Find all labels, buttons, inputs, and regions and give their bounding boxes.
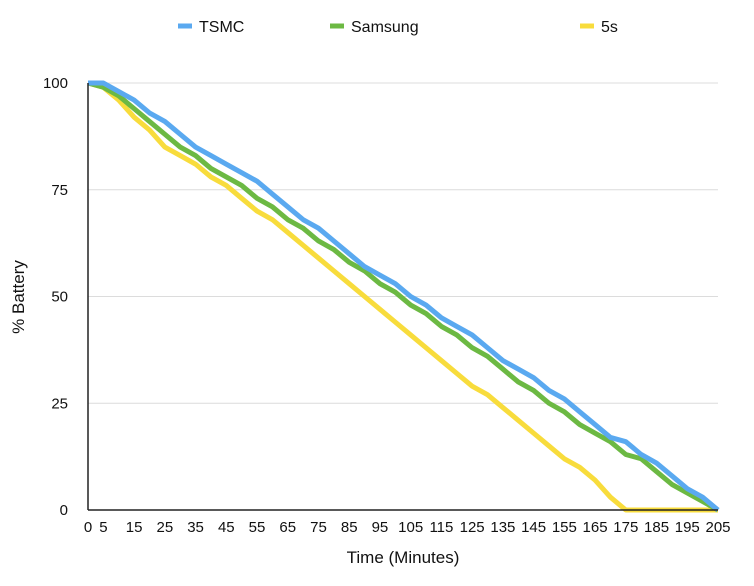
x-tick-label: 155 xyxy=(552,519,577,536)
x-tick-label: 175 xyxy=(613,519,638,536)
x-tick-label: 25 xyxy=(156,519,173,536)
x-tick-label: 95 xyxy=(372,519,389,536)
y-tick-label: 50 xyxy=(51,289,68,306)
x-tick-labels: 0 5 15 25 35 45 55 65 75 85 95 105 115 125 135 145 155 16… xyxy=(84,519,731,536)
y-axis-label: % Battery xyxy=(9,260,28,334)
x-tick-label: 75 xyxy=(310,519,327,536)
legend-label: TSMC xyxy=(199,19,244,36)
legend-label: Samsung xyxy=(351,19,419,36)
series-line-5s xyxy=(87,80,718,513)
x-tick-label: 125 xyxy=(460,519,485,536)
x-tick-label: 45 xyxy=(218,519,235,536)
series-lines xyxy=(87,80,720,513)
x-tick-label: 205 xyxy=(705,519,730,536)
legend-label: 5s xyxy=(601,19,618,36)
x-tick-label: 5 xyxy=(99,519,107,536)
x-tick-label: 105 xyxy=(398,519,423,536)
x-tick-label: 145 xyxy=(521,519,546,536)
x-tick-label: 35 xyxy=(187,519,204,536)
x-tick-label: 185 xyxy=(644,519,669,536)
y-tick-label: 25 xyxy=(51,395,68,412)
series-line-tsmc xyxy=(88,80,720,512)
x-tick-label: 195 xyxy=(675,519,700,536)
series-line-samsung xyxy=(87,80,720,513)
legend: TSMC Samsung 5s xyxy=(178,19,618,36)
x-tick-label: 165 xyxy=(583,519,608,536)
y-tick-label: 100 xyxy=(43,75,68,92)
x-tick-label: 15 xyxy=(126,519,143,536)
gridlines xyxy=(88,82,718,404)
x-tick-label: 55 xyxy=(249,519,266,536)
x-axis-label: Time (Minutes) xyxy=(347,548,460,567)
x-tick-label: 0 xyxy=(84,519,92,536)
x-tick-label: 85 xyxy=(341,519,358,536)
y-tick-label: 0 xyxy=(60,502,68,519)
x-tick-label: 135 xyxy=(490,519,515,536)
x-tick-label: 65 xyxy=(279,519,296,536)
y-tick-label: 75 xyxy=(51,182,68,199)
x-tick-label: 115 xyxy=(429,519,453,536)
y-tick-labels: 0 25 50 75 100 xyxy=(43,75,68,519)
